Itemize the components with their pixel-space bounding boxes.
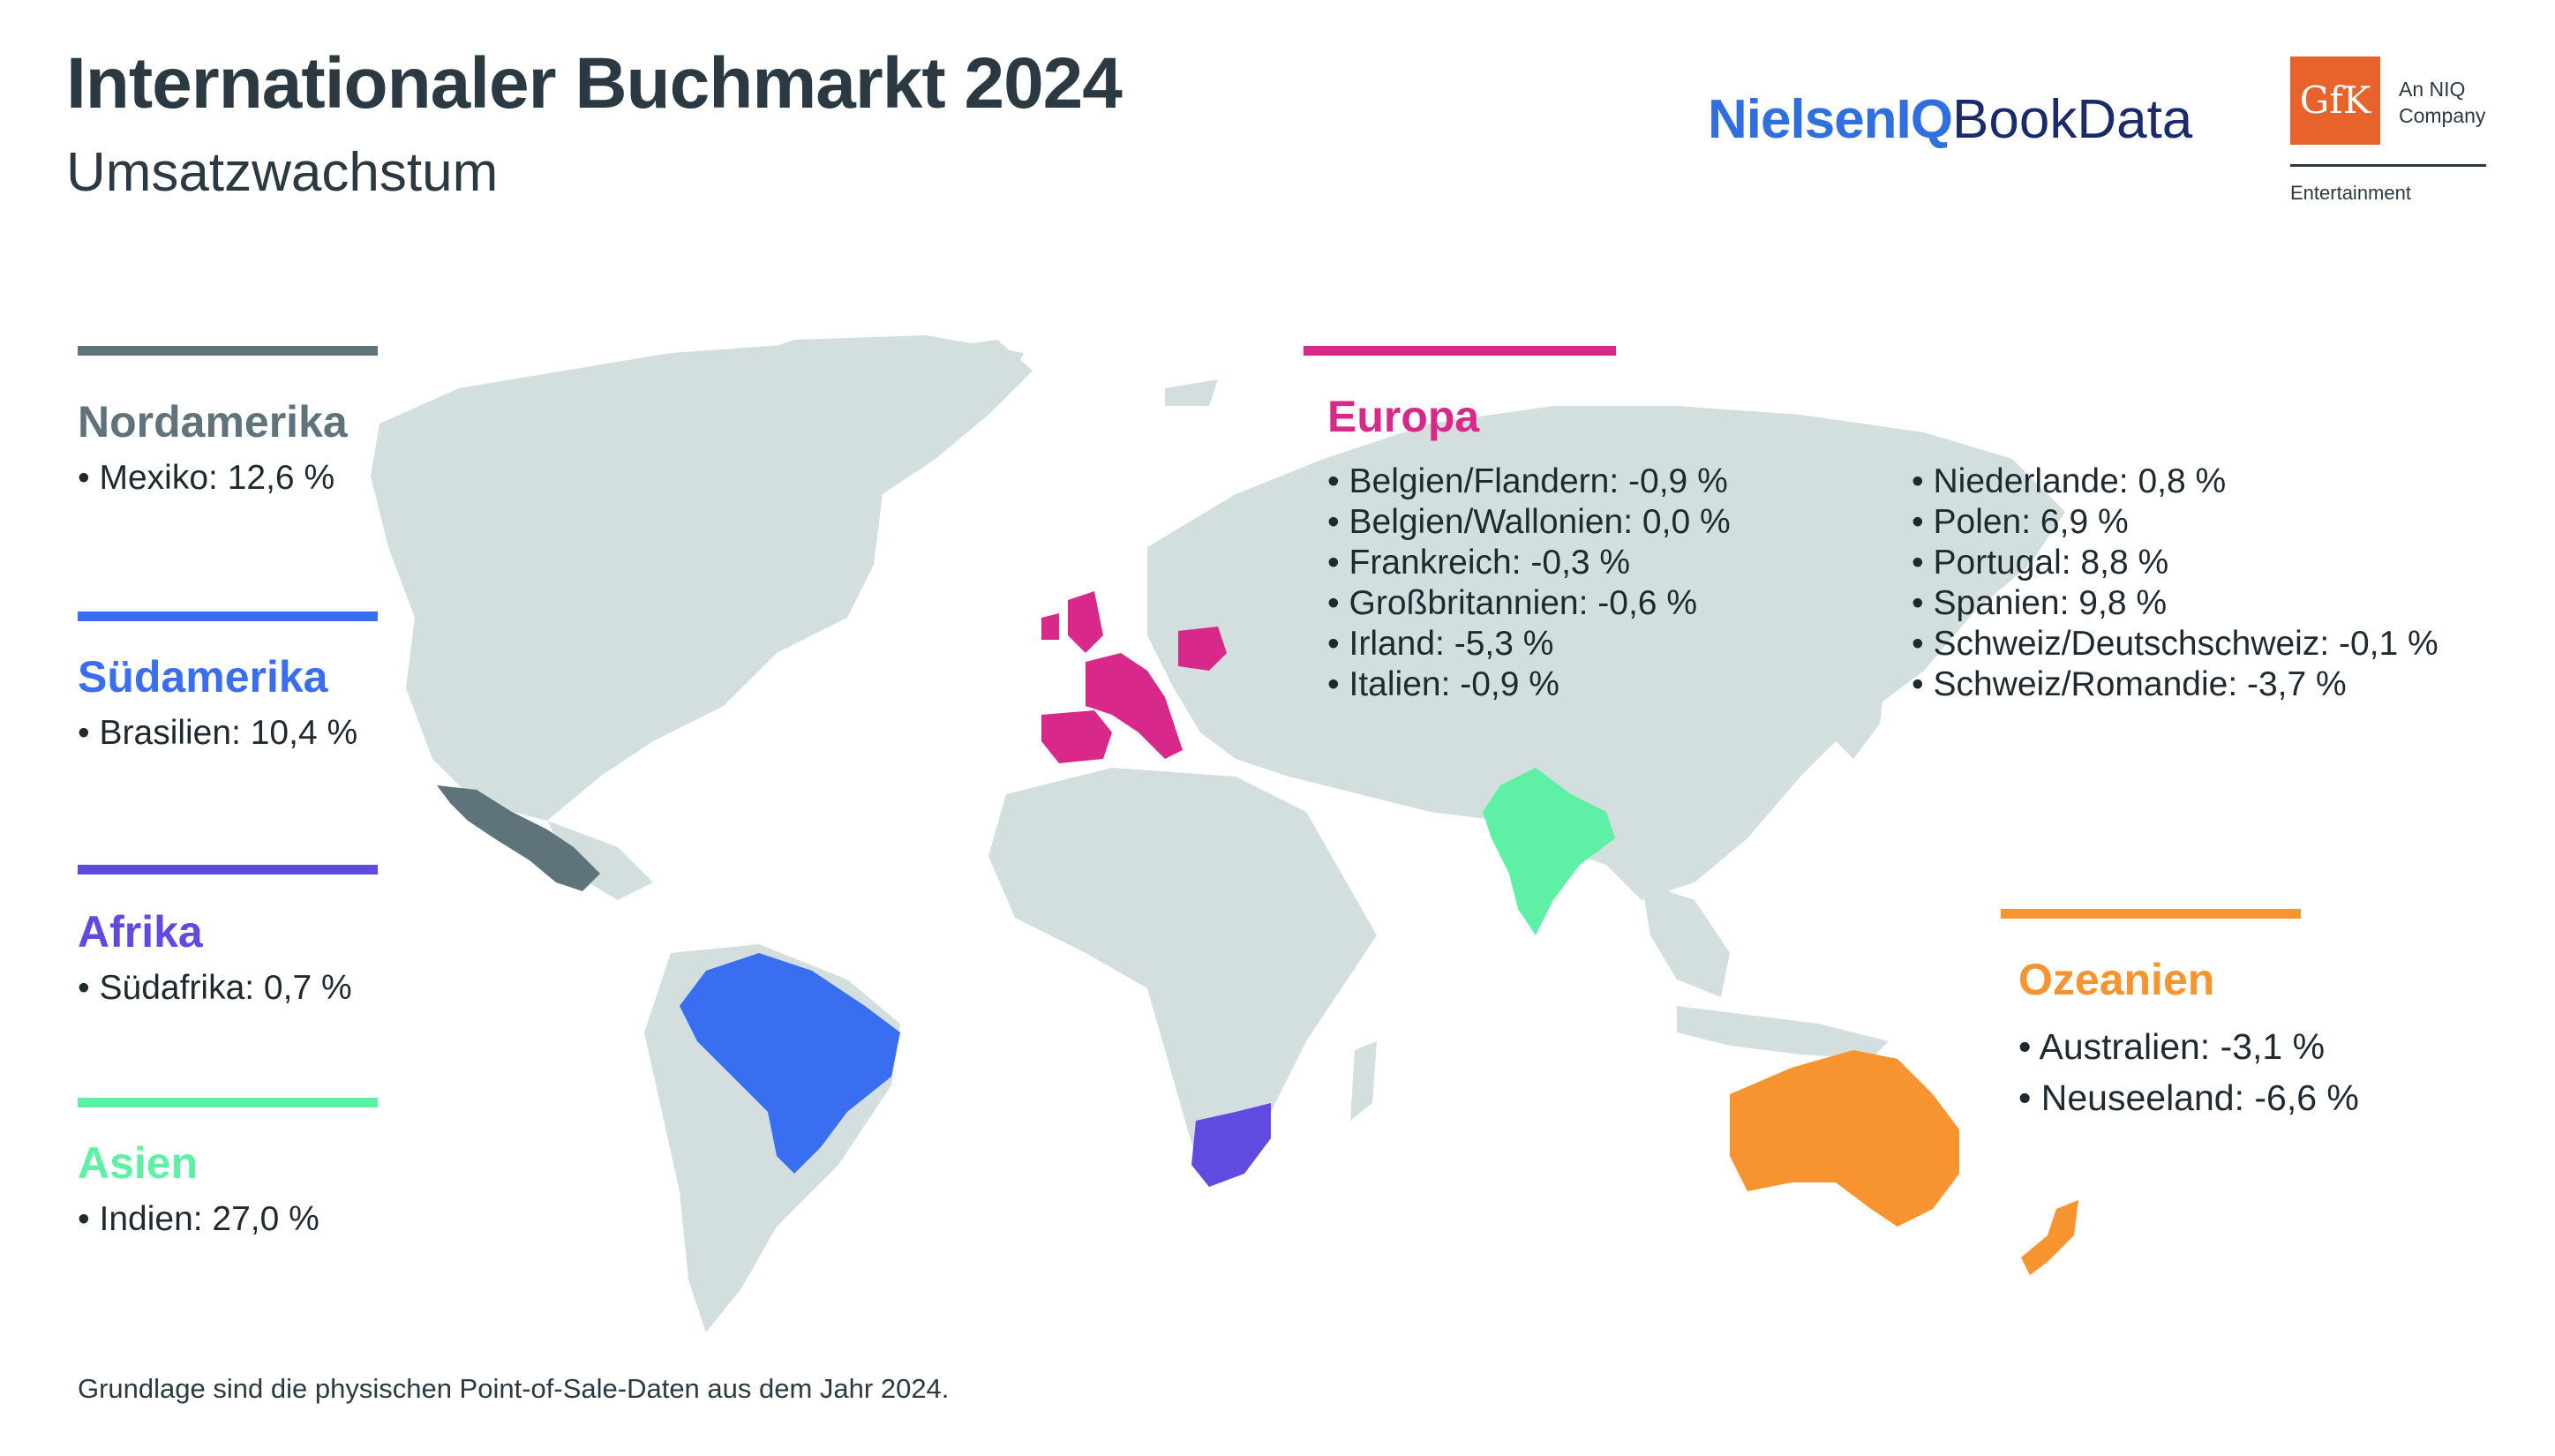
niq-logo-part2: BookData [1952,89,2193,150]
list-item: Belgien/Wallonien: 0,0 % [1327,502,1731,543]
map-australia [1730,1050,1959,1227]
region-afrika-list: Südafrika: 0,7 % [78,968,378,1009]
region-europa-columns: Belgien/Flandern: -0,9 % Belgien/Walloni… [1327,462,2475,717]
map-europe-highlight [1041,591,1227,763]
map-south-africa [1191,1103,1271,1187]
gfk-tagline: An NIQ Company [2399,76,2485,129]
gfk-logo: GfK [2290,56,2380,145]
land-japan [1836,653,1889,759]
land-greenland [706,335,1024,512]
region-afrika: Afrika Südafrika: 0,7 % [78,865,378,1009]
region-europa-heading: Europa [1327,392,1480,441]
gfk-tagline-line1: An NIQ [2399,78,2466,101]
list-item: Spanien: 9,8 % [1912,583,2439,624]
map-france-benelux-switzerland-italy [1086,653,1183,759]
map-ireland [1041,613,1059,640]
list-item: Australien: -3,1 % [2018,1021,2359,1072]
region-afrika-bar [78,865,378,874]
region-asien-heading: Asien [78,1138,199,1188]
region-suedamerika-heading: Südamerika [78,652,328,702]
region-europa: Europa Belgien/Flandern: -0,9 % Belgien/… [1304,346,2475,717]
list-item: Frankreich: -0,3 % [1327,543,1731,583]
land-africa [988,768,1377,1174]
region-europa-list-col1: Belgien/Flandern: -0,9 % Belgien/Walloni… [1327,462,1731,705]
region-suedamerika-bar [78,612,378,621]
land-madagascar [1350,1041,1377,1121]
land-southeast-asia [1642,882,1730,997]
nielseniq-bookdata-logo: NielsenIQBookData [1708,88,2192,151]
list-item: Südafrika: 0,7 % [78,968,378,1009]
region-nordamerika: Nordamerika Mexiko: 12,6 % [78,346,378,499]
region-asien-bar [78,1098,378,1107]
region-afrika-heading: Afrika [78,907,203,957]
region-suedamerika: Südamerika Brasilien: 10,4 % [78,612,378,754]
list-item: Irland: -5,3 % [1327,624,1731,664]
region-nordamerika-bar [78,346,378,356]
map-spain-portugal [1041,710,1112,763]
region-asien: Asien Indien: 27,0 % [78,1098,378,1240]
gfk-tagline-line2: Company [2399,104,2486,127]
region-asien-list: Indien: 27,0 % [78,1199,378,1240]
region-nordamerika-list: Mexiko: 12,6 % [78,458,378,499]
region-suedamerika-list: Brasilien: 10,4 % [78,713,378,754]
map-mexico [437,785,600,891]
region-ozeanien-bar [2001,909,2301,919]
list-item: Belgien/Flandern: -0,9 % [1327,462,1731,502]
map-new-zealand [2021,1200,2078,1275]
list-item: Italien: -0,9 % [1327,664,1731,705]
list-item: Mexiko: 12,6 % [78,458,378,499]
gfk-divider [2290,164,2486,167]
map-poland [1178,627,1227,671]
list-item: Schweiz/Romandie: -3,7 % [1912,664,2439,705]
list-item: Brasilien: 10,4 % [78,713,378,754]
niq-logo-part1: NielsenIQ [1708,89,1953,150]
list-item: Portugal: 8,8 % [1912,543,2439,583]
land-scandinavia [1191,494,1280,627]
map-great-britain [1068,591,1103,653]
map-brazil [680,953,900,1174]
list-item: Neuseeland: -6,6 % [2018,1072,2359,1123]
list-item: Niederlande: 0,8 % [1912,462,2439,502]
land-arctic-islands [1165,379,1218,406]
list-item: Polen: 6,9 % [1912,502,2439,543]
footnote: Grundlage sind die physischen Point-of-S… [78,1373,950,1404]
region-ozeanien: Ozeanien Australien: -3,1 % Neuseeland: … [2001,909,2359,1123]
region-nordamerika-heading: Nordamerika [78,397,348,447]
list-item: Großbritannien: -0,6 % [1327,583,1731,624]
region-ozeanien-list: Australien: -3,1 % Neuseeland: -6,6 % [2018,1021,2359,1123]
region-europa-bar [1304,346,1616,356]
region-europa-list-col2: Niederlande: 0,8 % Polen: 6,9 % Portugal… [1912,462,2439,705]
land-indonesia [1677,1006,1889,1059]
gfk-division: Entertainment [2290,182,2411,204]
page-subtitle: Umsatzwachstum [66,142,499,203]
region-ozeanien-heading: Ozeanien [2018,955,2215,1004]
list-item: Indien: 27,0 % [78,1199,378,1240]
list-item: Schweiz/Deutschschweiz: -0,1 % [1912,624,2439,664]
land-central-america [547,821,653,900]
page-title: Internationaler Buchmarkt 2024 [66,43,1123,124]
map-india [1483,768,1615,935]
